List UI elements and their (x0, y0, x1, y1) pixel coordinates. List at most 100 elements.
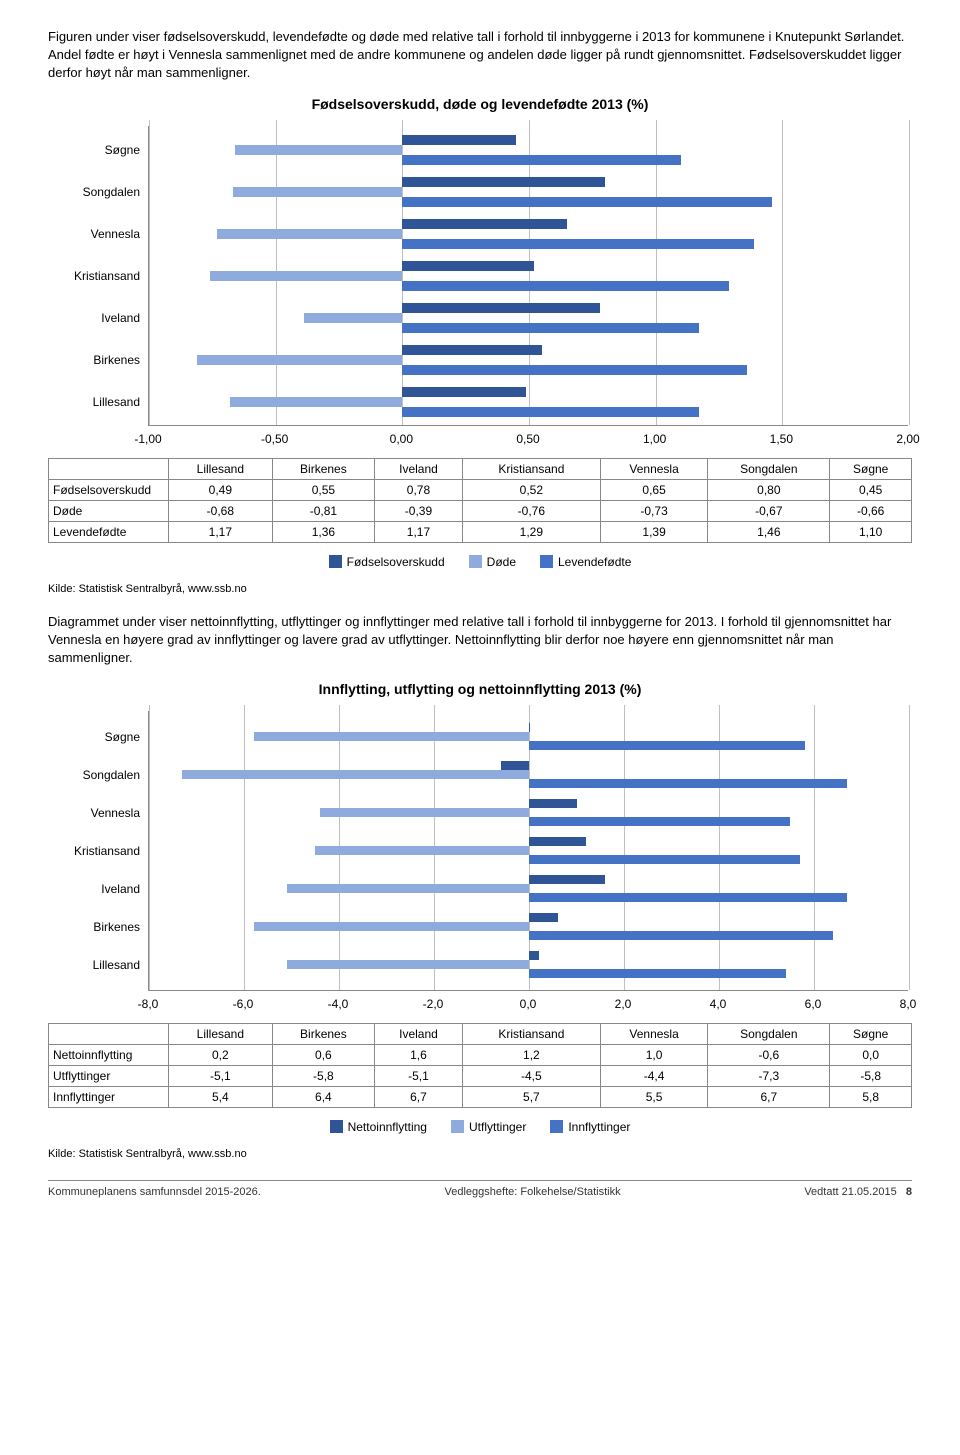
chart-bar (235, 145, 402, 155)
legend-label: Nettoinnflytting (348, 1120, 427, 1134)
chart-category-label: Lillesand (48, 958, 140, 972)
gridline (814, 705, 815, 990)
table-cell: 5,7 (462, 1086, 600, 1107)
table-cell: 0,78 (375, 479, 463, 500)
chart-bar (217, 229, 402, 239)
table-column-header: Birkenes (272, 1023, 374, 1044)
chart-bar (402, 135, 516, 145)
x-tick-label: 0,0 (520, 997, 537, 1011)
chart-category-label: Vennesla (48, 227, 140, 241)
chart-bar (402, 407, 698, 417)
chart-bar (254, 732, 530, 741)
chart-bar (402, 387, 526, 397)
chart-bar (182, 770, 529, 779)
chart-bar (529, 931, 833, 940)
chart-category-label: Iveland (48, 311, 140, 325)
chart-bar (529, 799, 577, 808)
legend-swatch (550, 1120, 563, 1133)
table-cell: 6,7 (375, 1086, 463, 1107)
chart-bar (529, 741, 805, 750)
table-blank-header (49, 1023, 169, 1044)
legend-item: Innflyttinger (550, 1120, 630, 1134)
table-column-header: Kristiansand (462, 458, 600, 479)
chart-bar (402, 239, 754, 249)
intro-paragraph-1: Figuren under viser fødselsoverskudd, le… (48, 28, 912, 82)
table-column-header: Songdalen (708, 1023, 830, 1044)
x-tick-label: 1,50 (770, 432, 793, 446)
source-1: Kilde: Statistisk Sentralbyrå, www.ssb.n… (48, 583, 912, 595)
chart-category-label: Lillesand (48, 395, 140, 409)
table-column-header: Birkenes (272, 458, 374, 479)
chart-1-table: LillesandBirkenesIvelandKristiansandVenn… (48, 458, 912, 543)
page-footer: Kommuneplanens samfunnsdel 2015-2026. Ve… (48, 1180, 912, 1210)
table-cell: -0,66 (830, 500, 912, 521)
x-tick-label: -4,0 (328, 997, 349, 1011)
chart-2: SøgneSongdalenVenneslaKristiansandIvelan… (48, 711, 912, 1017)
table-column-header: Søgne (830, 1023, 912, 1044)
chart-bar (402, 345, 541, 355)
chart-bar (287, 960, 529, 969)
chart-bar (197, 355, 402, 365)
chart-bar (529, 875, 605, 884)
table-cell: 0,55 (272, 479, 374, 500)
footer-left: Kommuneplanens samfunnsdel 2015-2026. (48, 1186, 261, 1198)
chart-category-label: Iveland (48, 882, 140, 896)
x-tick-label: -8,0 (138, 997, 159, 1011)
table-cell: -5,1 (375, 1065, 463, 1086)
x-tick-label: 2,00 (896, 432, 919, 446)
table-cell: 6,4 (272, 1086, 374, 1107)
table-row-header: Fødselsoverskudd (49, 479, 169, 500)
table-cell: 1,17 (169, 521, 273, 542)
chart-bar (402, 303, 600, 313)
chart-bar (210, 271, 403, 281)
table-cell: -0,6 (708, 1044, 830, 1065)
chart-2-table: LillesandBirkenesIvelandKristiansandVenn… (48, 1023, 912, 1108)
table-cell: 0,45 (830, 479, 912, 500)
chart-bar (529, 837, 586, 846)
x-tick-label: 6,0 (805, 997, 822, 1011)
table-cell: 5,4 (169, 1086, 273, 1107)
gridline (782, 120, 783, 425)
chart-bar (320, 808, 529, 817)
table-cell: -5,8 (830, 1065, 912, 1086)
gridline (149, 705, 150, 990)
table-cell: -0,67 (708, 500, 830, 521)
legend-label: Døde (487, 555, 516, 569)
chart-bar (402, 281, 729, 291)
table-cell: -4,4 (600, 1065, 707, 1086)
table-row-header: Nettoinnflytting (49, 1044, 169, 1065)
table-cell: 0,2 (169, 1044, 273, 1065)
table-cell: 0,52 (462, 479, 600, 500)
gridline (244, 705, 245, 990)
gridline (909, 120, 910, 425)
x-tick-label: 0,50 (516, 432, 539, 446)
legend-swatch (329, 555, 342, 568)
table-column-header: Lillesand (169, 458, 273, 479)
source-2: Kilde: Statistisk Sentralbyrå, www.ssb.n… (48, 1148, 912, 1160)
gridline (909, 705, 910, 990)
table-cell: 1,29 (462, 521, 600, 542)
x-tick-label: 0,00 (390, 432, 413, 446)
chart-bar (402, 177, 605, 187)
table-cell: -0,39 (375, 500, 463, 521)
table-cell: -5,1 (169, 1065, 273, 1086)
table-cell: 1,17 (375, 521, 463, 542)
table-column-header: Iveland (375, 458, 463, 479)
table-cell: 5,5 (600, 1086, 707, 1107)
chart-bar (529, 779, 847, 788)
chart-bar (304, 313, 403, 323)
table-row-header: Utflyttinger (49, 1065, 169, 1086)
table-blank-header (49, 458, 169, 479)
chart-bar (501, 761, 530, 770)
legend-label: Utflyttinger (469, 1120, 526, 1134)
footer-right: Vedtatt 21.05.2015 8 (804, 1186, 912, 1198)
table-cell: -0,76 (462, 500, 600, 521)
x-tick-label: -0,50 (261, 432, 288, 446)
table-cell: 1,36 (272, 521, 374, 542)
chart-bar (529, 893, 847, 902)
table-cell: 1,6 (375, 1044, 463, 1065)
table-column-header: Vennesla (600, 1023, 707, 1044)
chart-bar (402, 219, 567, 229)
chart-2-title: Innflytting, utflytting og nettoinnflytt… (48, 681, 912, 697)
legend-swatch (451, 1120, 464, 1133)
